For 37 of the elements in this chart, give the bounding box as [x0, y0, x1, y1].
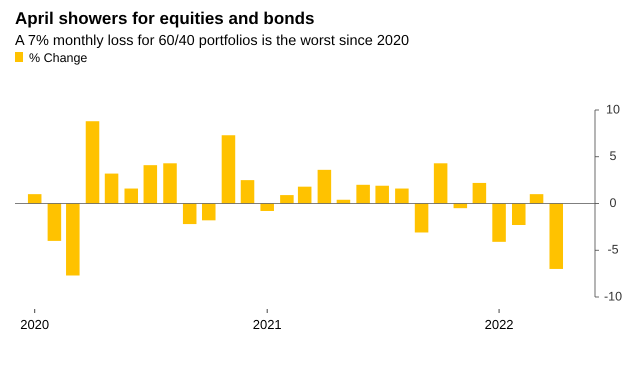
bar: [280, 195, 294, 204]
bar: [222, 135, 236, 204]
x-tick-label: 2021: [252, 317, 282, 332]
bar: [86, 121, 100, 204]
x-tick-label: 2020: [20, 317, 50, 332]
y-tick-label: -10: [604, 289, 622, 304]
y-tick-label: 5: [610, 149, 617, 164]
bar: [48, 204, 62, 241]
bar: [549, 204, 564, 269]
chart-title: April showers for equities and bonds: [15, 9, 314, 28]
bar: [144, 165, 158, 204]
bar: [28, 194, 42, 204]
y-tick-label: -5: [607, 242, 619, 257]
y-tick-label: 10: [606, 102, 620, 116]
bar: [512, 204, 526, 226]
bar: [318, 170, 332, 204]
bar: [472, 182, 486, 204]
bar: [492, 204, 506, 242]
legend-label: % Change: [29, 51, 88, 65]
bar: [530, 194, 544, 204]
x-tick-label: 2022: [484, 317, 514, 332]
bar: [240, 180, 254, 204]
bar: [414, 204, 428, 232]
bar: [356, 184, 370, 204]
bar: [66, 204, 80, 276]
bar: [260, 204, 274, 211]
bar: [104, 174, 118, 204]
chart-subtitle: A 7% monthly loss for 60/40 portfolios is the worst since 2020: [15, 33, 410, 49]
bar: [182, 204, 196, 224]
bar: [395, 188, 409, 204]
bar: [298, 186, 312, 204]
bar: [434, 163, 448, 204]
y-tick-label: 0: [610, 196, 617, 210]
bar: [202, 204, 216, 220]
bar: [124, 188, 138, 204]
bar: [375, 186, 389, 204]
bar: [163, 163, 177, 204]
